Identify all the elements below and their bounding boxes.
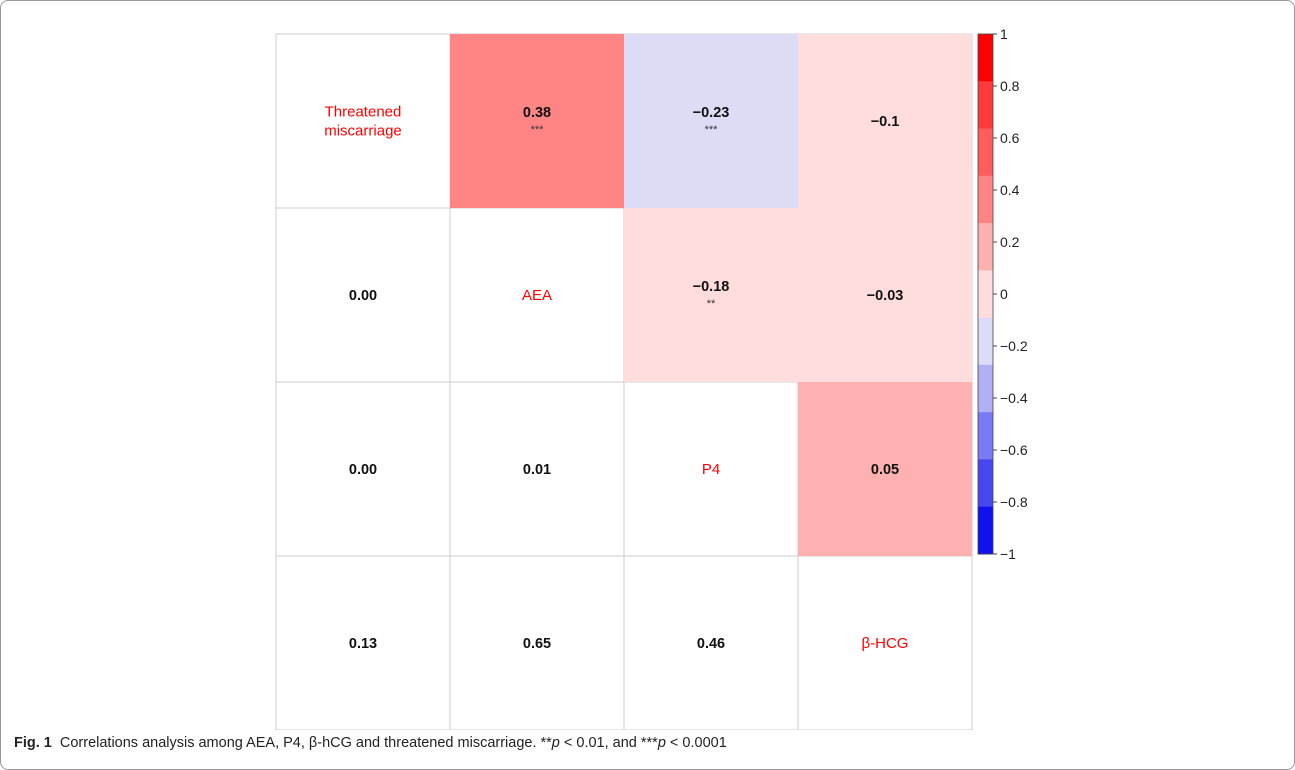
colorbar-segment [978, 317, 993, 366]
caption-text-a: Correlations analysis among AEA, P4, β-h… [59, 735, 552, 751]
p-value: 0.00 [349, 288, 377, 304]
variable-label: AEA [522, 287, 552, 304]
correlation-value: −0.1 [871, 114, 900, 130]
colorbar-segment [978, 270, 993, 319]
variable-label: β-HCG [862, 635, 909, 652]
correlation-cell [450, 34, 624, 208]
significance-stars: ** [707, 298, 716, 310]
correlation-value: 0.05 [871, 462, 899, 478]
colorbar-segment [978, 459, 993, 508]
colorbar-tick-label: 0 [1000, 286, 1008, 302]
caption-p-2: p [657, 735, 666, 751]
correlation-cell [798, 208, 972, 382]
colorbar-segment [978, 506, 993, 555]
caption-text-c: < 0.0001 [665, 735, 727, 751]
p-value: 0.01 [523, 462, 551, 478]
correlation-cell [624, 208, 798, 382]
colorbar-segment [978, 34, 993, 82]
correlation-value: 0.38 [523, 105, 551, 121]
correlation-cell [798, 382, 972, 556]
colorbar-tick-label: 0.6 [1000, 130, 1020, 146]
colorbar-tick-label: 1 [1000, 26, 1008, 42]
colorbar-segment [978, 81, 993, 130]
colorbar-segment [978, 364, 993, 413]
caption-text-b: < 0.01, and *** [559, 735, 658, 751]
colorbar-tick-label: 0.8 [1000, 78, 1020, 94]
correlation-cell [798, 34, 972, 208]
correlation-heatmap: 0.38 *** −0.23 *** −0.1 −0.18 ** −0.03 0.05 Threa… [275, 26, 1028, 730]
p-value: 0.00 [349, 462, 377, 478]
significance-stars: *** [705, 124, 719, 136]
variable-label: miscarriage [324, 123, 402, 140]
colorbar-segment [978, 223, 993, 271]
correlation-value: −0.03 [867, 288, 904, 304]
variable-label: P4 [702, 461, 720, 478]
significance-stars: *** [531, 124, 545, 136]
correlation-value: −0.18 [693, 279, 730, 295]
colorbar-tick-label: −0.4 [1000, 390, 1028, 406]
caption-p-1: p [551, 735, 560, 751]
colorbar-tick-label: −0.2 [1000, 338, 1028, 354]
figure-caption: Fig. 1 Correlations analysis among AEA, P… [14, 735, 727, 751]
variable-label: Threatened [325, 104, 402, 121]
figure-label: Fig. 1 [14, 735, 52, 751]
colorbar-tick-label: 0.2 [1000, 234, 1020, 250]
p-value: 0.46 [697, 636, 725, 652]
p-value: 0.65 [523, 636, 551, 652]
colorbar-tick-label: −1 [1000, 546, 1016, 562]
colorbar-tick-label: −0.8 [1000, 494, 1028, 510]
p-value: 0.13 [349, 636, 377, 652]
colorbar-tick-label: 0.4 [1000, 182, 1020, 198]
colorbar-tick-label: −0.6 [1000, 442, 1028, 458]
colorbar-segment [978, 412, 993, 460]
colorbar-segment [978, 175, 993, 224]
colorbar-segment [978, 128, 993, 177]
correlation-cell [624, 34, 798, 208]
correlation-value: −0.23 [693, 105, 730, 121]
